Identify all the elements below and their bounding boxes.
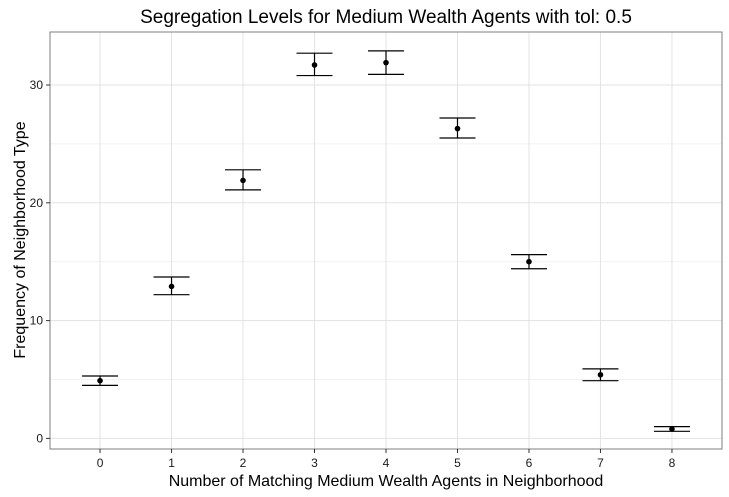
data-point xyxy=(597,371,604,378)
data-group xyxy=(510,254,547,270)
x-tick-label: 3 xyxy=(311,456,318,470)
axis-ticks: 0 1 2 3 4 5 6 7 8 0 10 20 30 xyxy=(30,78,676,470)
y-tick-label: 0 xyxy=(36,431,43,445)
data-group xyxy=(439,117,476,139)
y-tick-label: 10 xyxy=(30,314,44,328)
x-tick-label: 1 xyxy=(168,456,175,470)
data-point xyxy=(240,177,246,184)
data-group xyxy=(153,276,190,296)
x-tick-label: 4 xyxy=(383,456,390,470)
data-point xyxy=(454,125,461,132)
x-tick-label: 8 xyxy=(669,456,676,470)
data-point xyxy=(311,62,318,68)
y-tick-label: 20 xyxy=(30,196,44,210)
data-group xyxy=(225,169,262,191)
x-tick-label: 5 xyxy=(454,456,461,470)
x-axis-title: Number of Matching Medium Wealth Agents … xyxy=(169,473,604,490)
y-tick-label: 30 xyxy=(30,78,44,92)
data-group xyxy=(582,368,619,382)
data-point xyxy=(526,258,532,265)
data-point xyxy=(383,59,389,66)
grid-lines xyxy=(50,32,722,449)
data-point xyxy=(97,377,103,384)
data-group xyxy=(653,426,690,432)
y-axis-title: Frequency of Neighborhood Type xyxy=(12,121,29,358)
data-point xyxy=(669,426,675,432)
x-tick-label: 0 xyxy=(97,456,104,470)
x-tick-label: 7 xyxy=(597,456,604,470)
chart-title: Segregation Levels for Medium Wealth Age… xyxy=(140,7,632,28)
data-marks xyxy=(82,50,690,432)
data-group xyxy=(296,52,333,77)
x-tick-label: 2 xyxy=(240,456,247,470)
data-group xyxy=(82,375,119,386)
data-point xyxy=(168,283,175,290)
data-group xyxy=(368,50,404,76)
x-tick-label: 6 xyxy=(526,456,533,470)
